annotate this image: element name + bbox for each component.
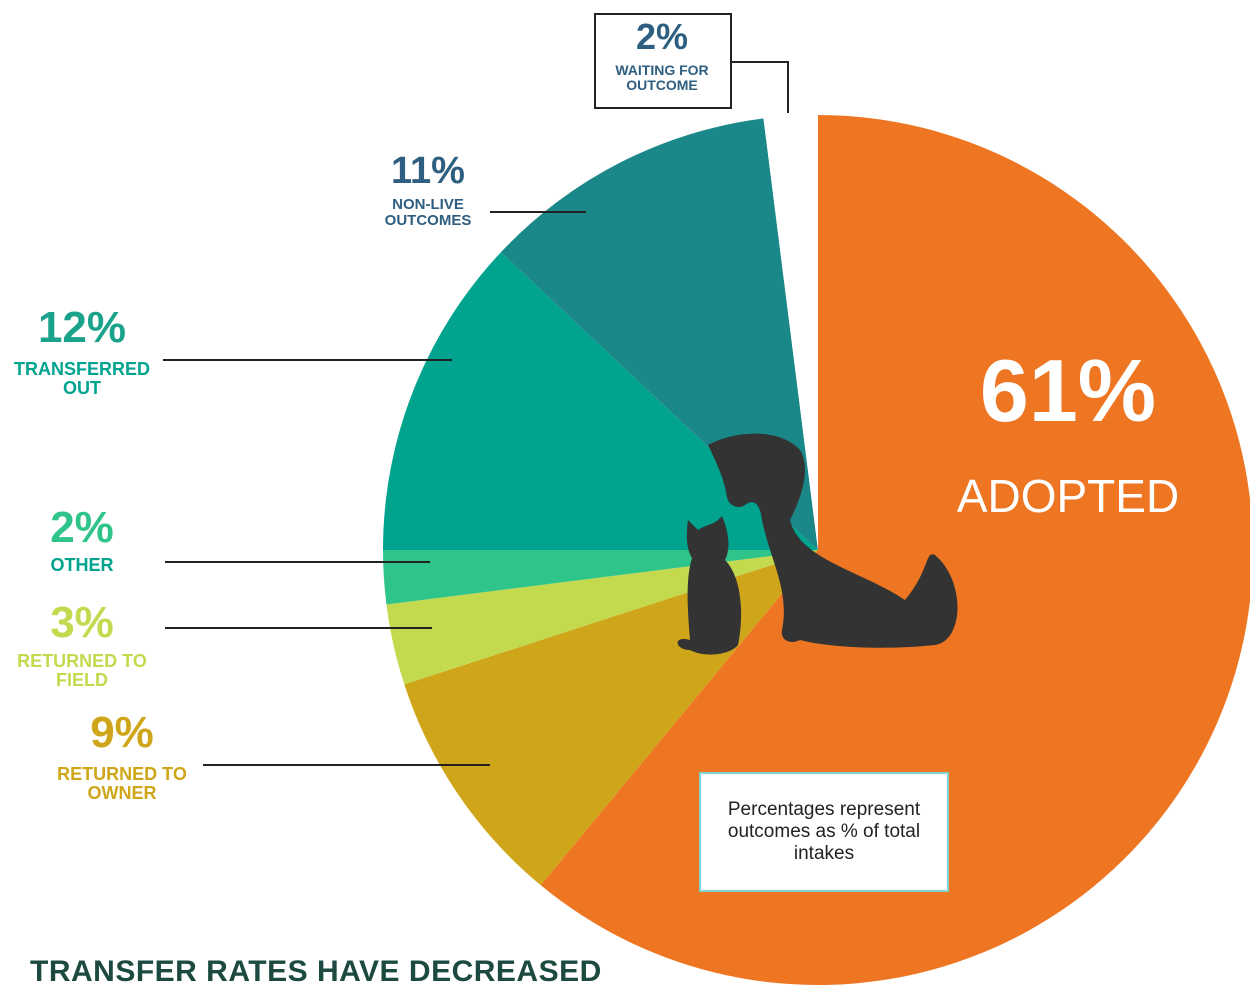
cat [677, 516, 742, 655]
value-label: 12% [37, 303, 127, 352]
value-label: 2% [50, 503, 114, 552]
leader-line [731, 61, 789, 113]
category-label: NON-LIVE OUTCOMES [384, 196, 472, 229]
dog [708, 433, 958, 648]
category-label: RETURNED TO OWNER [57, 764, 187, 803]
note: Percentages represent outcomes as % of t… [699, 772, 949, 892]
label-box [594, 13, 732, 109]
category-label: WAITING FOR OUTCOME [615, 62, 709, 93]
value-label: 3% [50, 598, 114, 647]
pie-slice [763, 115, 818, 550]
section-heading: TRANSFER RATES HAVE DECREASED [30, 955, 602, 985]
category-label: TRANSFERRED OUT [13, 359, 150, 398]
value-label: 61% [979, 341, 1157, 440]
value-label: 2% [635, 16, 689, 57]
pie-slice [540, 115, 1250, 985]
pie-slice [383, 252, 818, 550]
category-label: RETURNED TO FIELD [17, 651, 147, 690]
category-label: ADOPTED [956, 470, 1180, 522]
value-label: 11% [391, 150, 465, 192]
value-label: 9% [90, 708, 154, 757]
category-label: OTHER [50, 555, 114, 575]
pet-silhouette [677, 433, 958, 655]
